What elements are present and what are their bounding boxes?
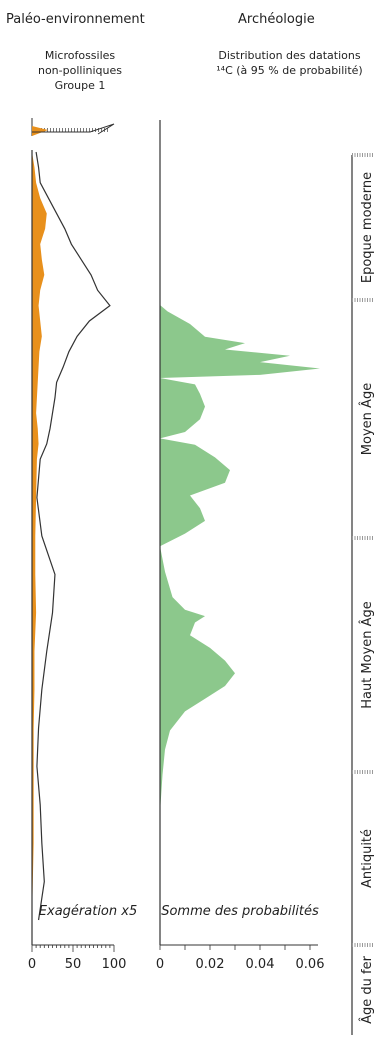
subtitle-datations-line-1: Distribution des datations bbox=[218, 49, 361, 62]
microfossiles-tick-label: 100 bbox=[102, 957, 127, 972]
period-axis: Epoque moderne Moyen Âge Haut Moyen Âge Ant… bbox=[351, 153, 375, 1035]
microfossiles-tick-label: 50 bbox=[65, 957, 82, 972]
microfossiles-area-exaggerated bbox=[32, 152, 47, 920]
header-archeo: Archéologie bbox=[238, 12, 315, 27]
header-paleo: Paléo-environnement bbox=[6, 12, 145, 27]
datations-chart: 0 0.02 0.04 0.06 Somme des probabilités bbox=[156, 120, 325, 972]
subtitle-microfossiles-line-1: Microfossiles bbox=[44, 49, 116, 62]
subtitle-microfossiles-line-2: non-polliniques bbox=[37, 64, 122, 77]
datations-tick-label: 0.06 bbox=[296, 957, 325, 972]
subtitle-microfossiles-line-3: Groupe 1 bbox=[54, 79, 106, 92]
datations-tick-label: 0 bbox=[156, 957, 164, 972]
period-label: Haut Moyen Âge bbox=[359, 601, 375, 709]
preview-area bbox=[32, 126, 48, 136]
datations-tick-label: 0.04 bbox=[246, 957, 275, 972]
datations-annotation: Somme des probabilités bbox=[161, 904, 319, 919]
datations-tick-label: 0.02 bbox=[196, 957, 225, 972]
subtitle-datations: Distribution des datations ¹⁴C (à 95 % d… bbox=[200, 48, 379, 78]
microfossiles-chart: 0 50 100 Exagération x5 bbox=[28, 118, 137, 972]
microfossiles-annotation: Exagération x5 bbox=[39, 904, 137, 919]
subtitle-datations-line-2: ¹⁴C (à 95 % de probabilité) bbox=[216, 64, 363, 77]
microfossiles-line bbox=[35, 151, 111, 921]
subtitle-microfossiles: Microfossiles non-polliniques Groupe 1 bbox=[10, 48, 150, 93]
period-label: Âge du fer bbox=[359, 955, 375, 1023]
period-label: Antiquité bbox=[360, 829, 375, 888]
datations-probability-area bbox=[160, 305, 320, 813]
period-label: Epoque moderne bbox=[360, 172, 375, 283]
preview-line bbox=[32, 123, 115, 135]
microfossiles-tick-label: 0 bbox=[28, 957, 36, 972]
period-label: Moyen Âge bbox=[359, 383, 375, 455]
